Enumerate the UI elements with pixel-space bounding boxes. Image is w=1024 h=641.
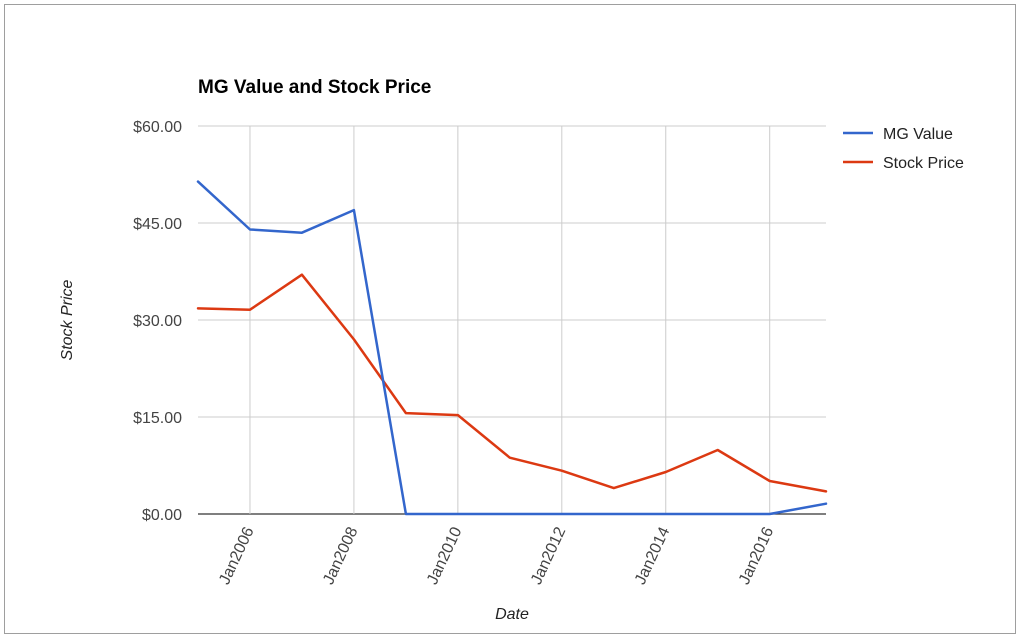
legend-label: Stock Price — [883, 155, 964, 172]
chart-frame[interactable] — [4, 4, 1016, 634]
x-axis-ticks: Jan2006 Jan2008 Jan2010 Jan2012 Jan2014 Jan20… — [216, 524, 777, 587]
y-axis-ticks: $0.00 $15.00 $30.00 $45.00 $60.00 — [133, 119, 182, 524]
x-tick-label: Jan2016 — [736, 524, 777, 587]
series-lines — [196, 180, 828, 516]
x-tick-label: Jan2008 — [320, 524, 361, 587]
x-axis-title: Date — [495, 606, 529, 623]
y-tick-label: $45.00 — [133, 216, 182, 233]
x-tick-label: Jan2012 — [528, 524, 569, 587]
y-tick-label: $30.00 — [133, 313, 182, 330]
legend[interactable]: MG Value Stock Price — [843, 126, 964, 172]
y-axis-title: Stock Price — [59, 279, 76, 360]
x-tick-label: Jan2014 — [632, 524, 673, 587]
y-tick-label: $15.00 — [133, 410, 182, 427]
chart-title: MG Value and Stock Price — [198, 77, 431, 98]
x-tick-label: Jan2006 — [216, 524, 257, 587]
series-line-stock-price[interactable] — [196, 273, 828, 493]
grid-lines — [198, 125, 826, 515]
legend-label: MG Value — [883, 126, 953, 143]
x-tick-label: Jan2010 — [424, 524, 465, 587]
y-tick-label: $60.00 — [133, 119, 182, 136]
series-line-mg-value[interactable] — [196, 180, 828, 516]
y-tick-label: $0.00 — [142, 507, 182, 524]
